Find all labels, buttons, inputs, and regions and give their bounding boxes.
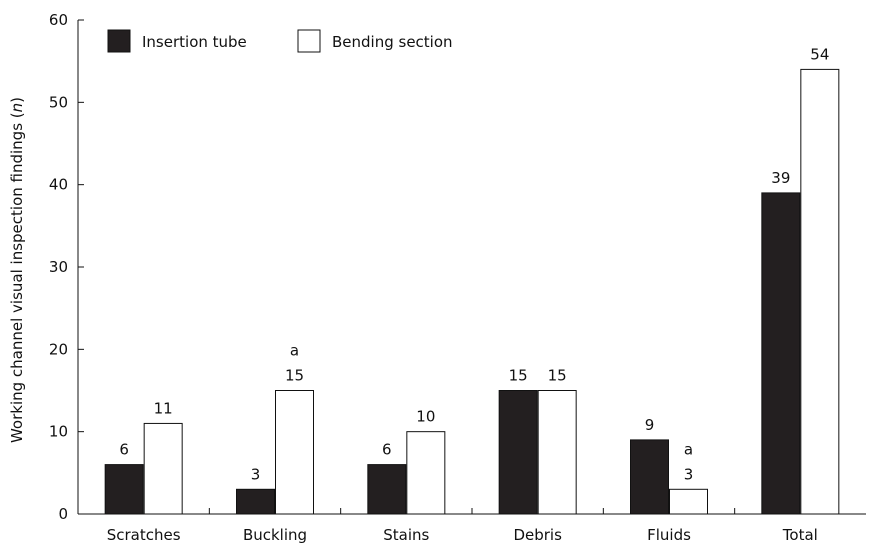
bar-bending-section — [669, 488, 708, 515]
x-tick-label: Fluids — [647, 526, 691, 544]
data-label: 3 — [684, 465, 694, 483]
y-axis-title-end: ) — [8, 97, 26, 103]
legend-label: Insertion tube — [142, 33, 247, 51]
y-tick-label: 10 — [49, 423, 68, 441]
data-label: 6 — [119, 441, 129, 459]
legend-swatch — [107, 29, 131, 53]
bar-insertion-tube — [498, 390, 538, 515]
significance-annotation: a — [684, 440, 693, 458]
bar-bending-section — [275, 390, 314, 515]
axes: 0 10 20 30 40 50 60 Scratches Buckling Stains Debr… — [49, 11, 866, 544]
legend: Insertion tube Bending section — [107, 29, 453, 53]
bar-insertion-tube — [367, 464, 407, 515]
data-label: 6 — [382, 441, 392, 459]
legend-swatch — [297, 29, 321, 53]
x-tick-label: Buckling — [243, 526, 307, 544]
data-label: 10 — [416, 408, 435, 426]
x-tick-label: Total — [782, 526, 818, 544]
data-label: 54 — [810, 45, 829, 63]
bar-bending-section — [800, 68, 840, 515]
y-axis-title: Working channel visual inspection findin… — [8, 97, 26, 443]
y-tick-label: 60 — [49, 11, 68, 29]
y-axis-title-main: Working channel visual inspection findin… — [8, 112, 26, 443]
data-label: 15 — [509, 367, 528, 385]
y-tick-label: 0 — [58, 505, 68, 523]
data-label: 15 — [285, 367, 304, 385]
x-tick-label: Scratches — [107, 526, 181, 544]
bar-bending-section — [143, 422, 183, 515]
bar-insertion-tube — [104, 464, 144, 515]
data-labels: 6 11 3 15 6 10 15 15 9 3 39 54 a a — [119, 45, 829, 483]
data-label: 3 — [251, 465, 261, 483]
y-axis-title-italic: n — [8, 103, 26, 113]
significance-annotation: a — [290, 342, 299, 360]
data-label: 9 — [645, 416, 655, 434]
data-label: 39 — [771, 169, 790, 187]
y-tick-label: 50 — [49, 93, 68, 111]
bars — [104, 68, 840, 515]
data-label: 11 — [154, 399, 173, 417]
x-tick-label: Debris — [513, 526, 562, 544]
y-tick-label: 20 — [49, 340, 68, 358]
legend-label: Bending section — [332, 33, 453, 51]
y-tick-label: 30 — [49, 258, 68, 276]
bar-bending-section — [537, 390, 577, 515]
bar-insertion-tube — [761, 192, 801, 515]
bar-insertion-tube — [236, 488, 275, 515]
bar-bending-section — [406, 431, 446, 515]
bar-insertion-tube — [630, 439, 669, 515]
data-label: 15 — [548, 367, 567, 385]
y-tick-label: 40 — [49, 176, 68, 194]
x-tick-label: Stains — [383, 526, 429, 544]
